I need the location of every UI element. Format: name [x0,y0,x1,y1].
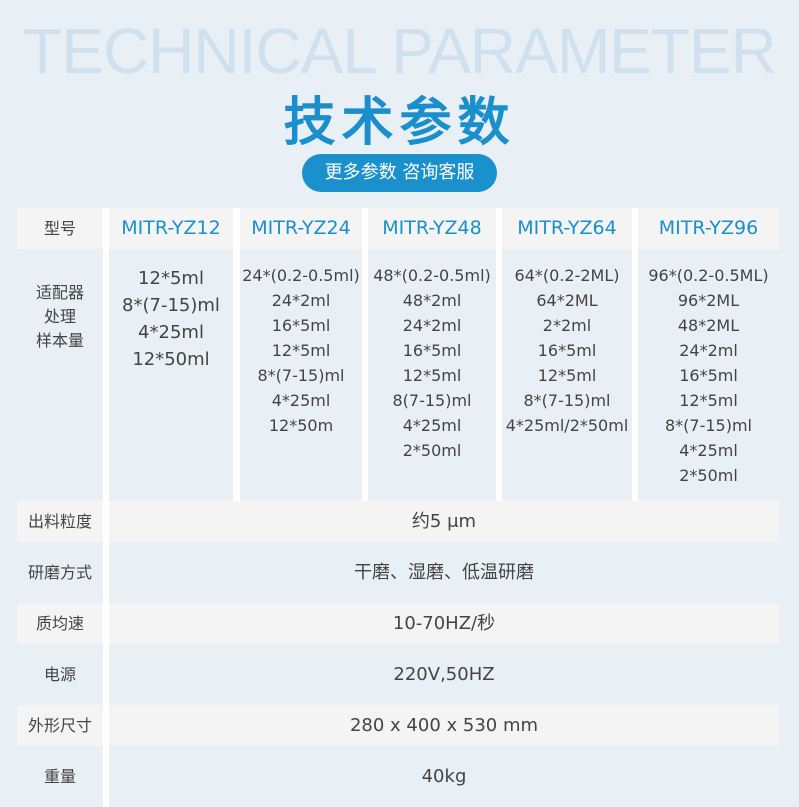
spec-value: 干磨、湿磨、低温研磨 [354,562,534,583]
sample-item: 4*25ml/2*50ml [505,416,629,435]
sample-item: 12*5ml [402,366,462,385]
sample-item: 12*5ml [138,268,204,289]
spec-value: 280 x 400 x 530 mm [349,715,539,736]
model-header: MITR-YZ64 [502,208,632,249]
column-divider [233,208,240,501]
model-samples: 64*(0.2-2ML) 64*2ML 2*2ml 16*5ml 12*5ml 8*(7-… [502,249,632,501]
model-samples: 12*5ml 8*(7-15)ml 4*25ml 12*50ml [109,249,233,501]
sample-item: 48*2ML [677,316,740,335]
adapter-label-line: 适配器 [35,283,84,302]
spec-row: 重量 40kg [17,746,779,807]
page-title: 技术参数 [283,93,516,153]
model-header: MITR-YZ96 [638,208,779,249]
model-samples: 48*(0.2-0.5ml) 48*2ml 24*2ml 16*5ml 12*5ml 8(… [368,249,496,501]
sample-item: 96*(0.2-0.5ML) [648,266,769,285]
sample-item: 48*(0.2-0.5ml) [373,266,491,285]
spec-row: 质均速 10-70HZ/秒 [17,593,779,654]
sample-item: 24*2ml [271,291,331,310]
model-header-label: 型号 [17,208,103,249]
sample-item: 2*2ml [542,316,592,335]
sample-item: 24*2ml [402,316,462,335]
sample-item: 16*5ml [271,316,331,335]
spec-row: 外形尺寸 280 x 400 x 530 mm [17,695,779,756]
sample-item: 24*2ml [679,341,738,360]
sample-item: 8*(7-15)ml [523,391,611,410]
spec-row: 出料粒度 约5 μm [17,491,779,552]
sample-item: 8(7-15)ml [392,391,472,410]
row-divider [103,746,109,807]
consult-service-button[interactable]: 更多参数 咨询客服 [302,154,497,192]
spec-label: 外形尺寸 [27,716,92,735]
row-divider [103,542,109,603]
sample-item: 8*(7-15)ml [664,416,752,435]
spec-label: 质均速 [35,614,84,633]
sample-item: 8*(7-15)ml [122,295,220,316]
sample-item: 8*(7-15)ml [257,366,345,385]
spec-value: 约5 μm [411,511,477,532]
adapter-label: 适配器 处理 样本量 [17,249,103,501]
column-divider [496,208,502,501]
spec-label: 研磨方式 [27,563,92,582]
sample-item: 12*5ml [271,341,331,360]
model-header: MITR-YZ24 [240,208,362,249]
sample-item: 96*2ML [677,291,740,310]
sample-item: 16*5ml [679,366,738,385]
spec-label: 重量 [43,767,76,786]
sample-item: 12*50m [268,416,334,435]
model-header: MITR-YZ48 [368,208,496,249]
sample-item: 4*25ml [271,391,331,410]
sample-item: 12*5ml [679,391,738,410]
row-divider [103,644,109,705]
sample-item: 2*50ml [402,441,462,460]
adapter-label-line: 处理 [43,307,76,326]
adapter-label-line: 样本量 [35,331,84,350]
spec-value: 220V,50HZ [393,664,495,685]
row-divider [103,593,109,654]
row-divider [103,695,109,756]
sample-item: 4*25ml [138,322,204,343]
column-divider [103,208,109,501]
spec-label: 出料粒度 [27,512,92,531]
sample-item: 64*2ML [536,291,598,310]
sample-item: 16*5ml [537,341,597,360]
sample-item: 4*25ml [402,416,462,435]
spec-value: 40kg [421,766,467,787]
row-divider [103,491,109,552]
model-samples: 96*(0.2-0.5ML) 96*2ML 48*2ML 24*2ml 16*5ml 12… [638,249,779,501]
sample-item: 12*5ml [537,366,597,385]
column-divider [362,208,368,501]
spec-label: 电源 [43,665,76,684]
spec-value: 10-70HZ/秒 [392,613,496,634]
sample-item: 2*50ml [679,466,738,485]
column-divider [632,208,638,501]
model-samples: 24*(0.2-0.5ml) 24*2ml 16*5ml 12*5ml 8*(7-15)… [240,249,362,501]
sample-item: 16*5ml [402,341,462,360]
spec-row: 研磨方式 干磨、湿磨、低温研磨 [17,542,779,603]
sample-item: 4*25ml [679,441,738,460]
sample-item: 12*50ml [132,349,210,370]
watermark-title: TECHNICAL PARAMETER [23,15,777,87]
spec-row: 电源 220V,50HZ [17,644,779,705]
sample-item: 48*2ml [402,291,462,310]
sample-item: 64*(0.2-2ML) [514,266,620,285]
model-header: MITR-YZ12 [109,208,233,249]
sample-item: 24*(0.2-0.5ml) [242,266,360,285]
